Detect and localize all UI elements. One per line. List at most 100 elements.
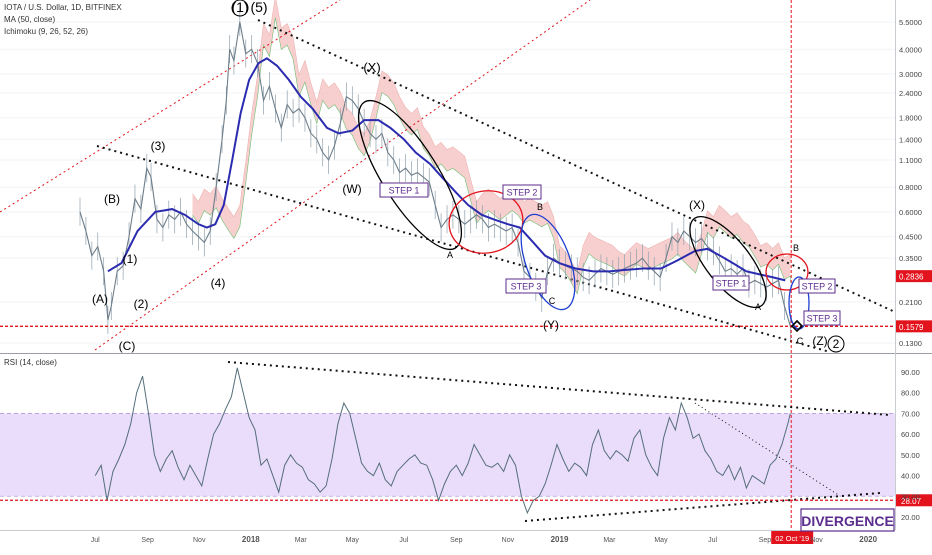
price-axis-tick: 5.5000 (899, 18, 922, 27)
price-axis-tick: 4.0000 (899, 45, 922, 54)
time-axis-label: May (654, 537, 668, 544)
price-axis-tick: 0.6000 (899, 208, 922, 217)
ellipse-step1-2019 (689, 215, 767, 309)
price-axis-tick: 0.8000 (899, 183, 922, 192)
step-label: STEP 2 (802, 282, 833, 292)
price-tag-bg-0.1579 (896, 320, 932, 333)
time-axis-label: Mar (295, 537, 308, 544)
time-axis-label: Sep (141, 537, 154, 544)
price-tag-0.2836: 0.2836 (899, 273, 924, 282)
time-axis-label: Nov (502, 537, 515, 544)
rsi-axis-tick: 20.00 (901, 513, 920, 522)
wave-label: (3) (151, 139, 166, 153)
time-axis-label: Nov (810, 537, 823, 544)
wave-label: (X) (689, 198, 705, 212)
price-axis-tick: 0.2100 (899, 298, 922, 307)
step-box (505, 278, 547, 294)
rsi-axis-tick: 30.00 (901, 492, 920, 501)
rsi-trendline-down (694, 402, 841, 497)
ellipse-step2-2019 (765, 253, 809, 291)
price-series-close (79, 21, 791, 327)
price-axis-tick: 2.4000 (899, 89, 922, 98)
wave-label: (Y) (543, 318, 559, 332)
wave-label: (1) (123, 252, 138, 266)
ma-series-50 (107, 57, 786, 282)
wave-label: (1) (231, 0, 248, 15)
wave-label: A (447, 250, 453, 260)
header-symbol: IOTA / U.S. Dollar, 1D, BITFINEX (4, 3, 122, 12)
trendline-upper (257, 19, 896, 313)
low-point-marker (790, 319, 804, 333)
header-rsi: RSI (14, close) (4, 358, 57, 367)
channel-line-lower (94, 0, 591, 351)
date-marker-tag: 02 Oct '19 (775, 534, 809, 543)
wave-label: (C) (119, 339, 136, 353)
time-axis-label: Jul (399, 537, 408, 544)
step-box (798, 278, 836, 294)
wave-circle-2 (827, 335, 845, 353)
rsi-axis-tick: 90.00 (901, 368, 920, 377)
wave-label: B (537, 202, 543, 212)
ellipse-step2-2018 (448, 190, 524, 254)
price-tag-0.1579: 0.1579 (899, 323, 924, 332)
time-axis-label: 2018 (242, 535, 260, 544)
wave-label: (B) (104, 192, 120, 206)
price-axis-tick: 1.4000 (899, 135, 922, 144)
wave-label: (X) (363, 60, 380, 75)
wave-label: (4) (211, 276, 226, 290)
rsi-level-tag: 28.07 (901, 497, 922, 506)
price-axis-tick: 0.1300 (899, 339, 922, 348)
rsi-axis-tick: 60.00 (901, 430, 920, 439)
time-axis-label: 2020 (859, 535, 877, 544)
time-axis-label: Jul (91, 537, 100, 544)
ichimoku-span-a (192, 0, 791, 274)
rsi-axis-tick: 80.00 (901, 389, 920, 398)
price-tag-bg-0.2836 (896, 270, 932, 283)
wave-label: (2) (134, 297, 149, 311)
trendline-lower (96, 145, 831, 353)
step-label: STEP 1 (716, 279, 747, 289)
rsi-axis-tick: 70.00 (901, 409, 920, 418)
rsi-axis-tick: 40.00 (901, 472, 920, 481)
wave-label: (A) (92, 292, 108, 306)
step-box (379, 182, 429, 198)
step-box (502, 184, 542, 200)
rsi-axis-tick: 50.00 (901, 451, 920, 460)
time-axis-label: May (346, 537, 360, 544)
rsi-series (94, 367, 791, 515)
date-marker-tag-bg (771, 531, 814, 544)
wave-label: (Z) (812, 334, 827, 348)
step-box (803, 310, 841, 326)
header-ichimoku: Ichimoku (9, 26, 52, 26) (4, 27, 89, 36)
wave-label: (5) (250, 0, 267, 15)
divergence-label: DIVERGENCE (801, 513, 894, 529)
step-label: STEP 3 (511, 282, 542, 292)
price-axis-tick: 3.0000 (899, 70, 922, 79)
price-axis-tick: 0.3500 (899, 254, 922, 263)
step-label: STEP 2 (507, 188, 538, 198)
wave-label: A (755, 302, 761, 312)
rsi-band (0, 413, 895, 497)
wave-label: C (549, 296, 556, 306)
wave-label: B (793, 243, 799, 253)
price-axis-tick: 0.4500 (899, 233, 922, 242)
step-label: STEP 1 (389, 186, 420, 196)
time-axis-label: Mar (603, 537, 616, 544)
step-label: STEP 3 (807, 314, 838, 324)
wave-label: (W) (342, 182, 361, 196)
price-axis-tick: 1.8000 (899, 114, 922, 123)
step-box (712, 275, 750, 291)
wave-circle-1 (231, 0, 249, 17)
wave-label: C (797, 336, 804, 346)
rsi-level-tag-bg (896, 494, 932, 507)
time-axis-label: Jul (708, 537, 717, 544)
time-axis-label: Sep (450, 537, 463, 544)
channel-line-upper (0, 0, 341, 213)
wave-label: 2 (833, 337, 840, 351)
ellipse-step3-2018 (520, 213, 576, 311)
time-axis-label: Nov (193, 537, 206, 544)
rsi-trendline-upper (227, 361, 891, 416)
header-ma: MA (50, close) (4, 15, 56, 24)
